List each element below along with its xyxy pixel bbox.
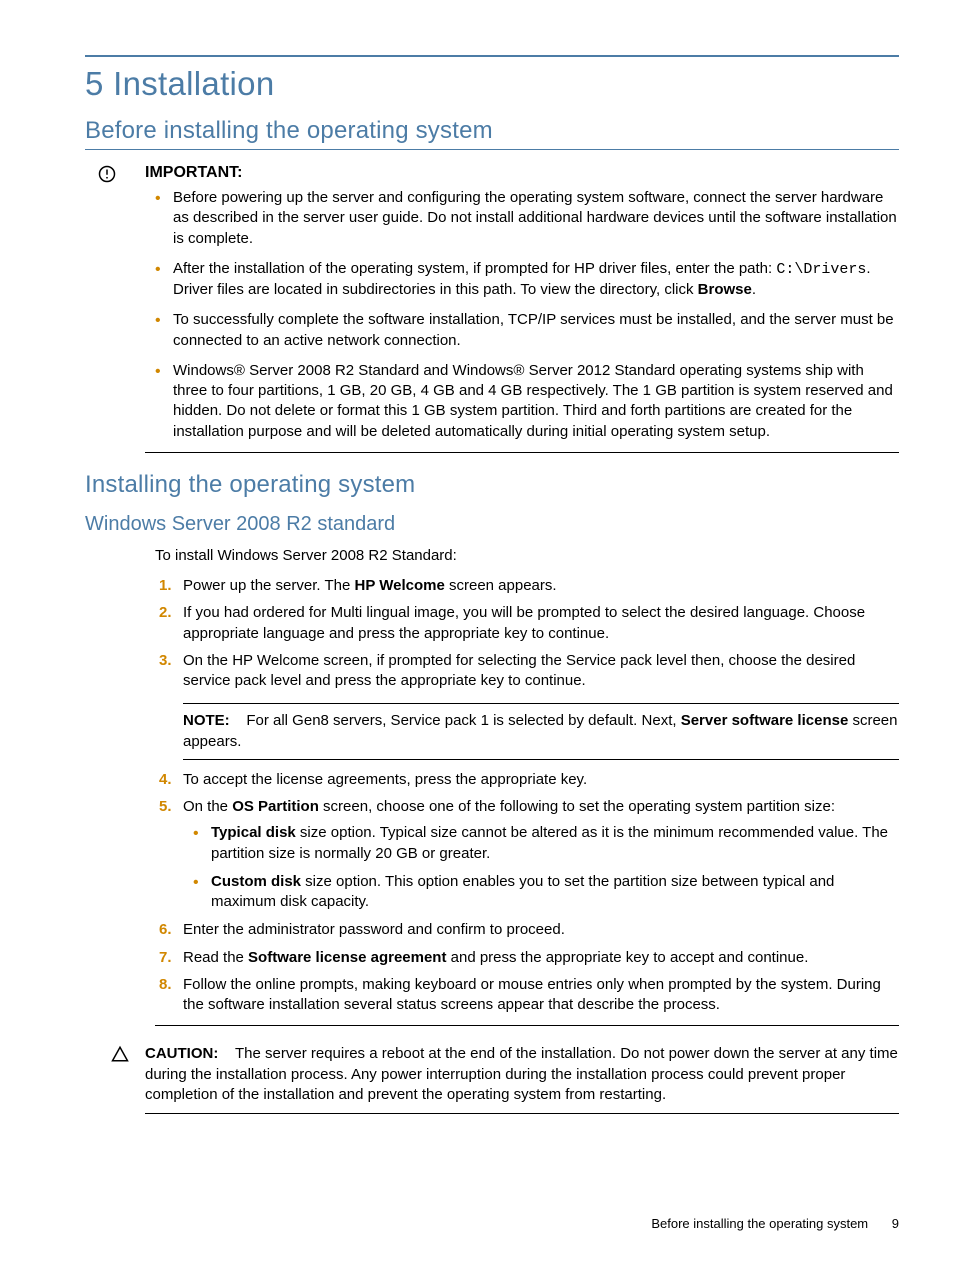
browse-bold: Browse: [698, 281, 752, 298]
subsection-heading-win2008: Windows Server 2008 R2 standard: [85, 513, 899, 536]
steps-end-rule: [155, 1025, 899, 1026]
step-1: Power up the server. The HP Welcome scre…: [183, 576, 899, 596]
important-bullet-2: After the installation of the operating …: [173, 259, 899, 301]
caution-text: The server requires a reboot at the end …: [145, 1045, 898, 1103]
page-number: 9: [892, 1216, 899, 1231]
note-block: NOTE: For all Gen8 servers, Service pack…: [183, 703, 899, 760]
caution-block: CAUTION: The server requires a reboot at…: [85, 1044, 899, 1114]
important-bullet-4: Windows® Server 2008 R2 Standard and Win…: [173, 361, 899, 442]
hp-welcome-bold: HP Welcome: [354, 577, 444, 594]
important-end-rule: [145, 452, 899, 453]
step-6: Enter the administrator password and con…: [183, 920, 899, 940]
step-3: On the HP Welcome screen, if prompted fo…: [183, 651, 899, 760]
top-rule: [85, 55, 899, 57]
important-label: IMPORTANT:: [145, 164, 899, 182]
important-bullet-3: To successfully complete the software in…: [173, 310, 899, 351]
step-8: Follow the online prompts, making keyboa…: [183, 975, 899, 1016]
server-software-license-bold: Server software license: [681, 712, 849, 729]
step-5-option-a: Typical disk size option. Typical size c…: [211, 823, 899, 864]
important-icon: [85, 164, 129, 453]
note-label: NOTE:: [183, 712, 230, 729]
section-heading-installing: Installing the operating system: [85, 471, 899, 499]
important-bullet-1: Before powering up the server and config…: [173, 188, 899, 249]
caution-label: CAUTION:: [145, 1045, 218, 1062]
important-block: IMPORTANT: Before powering up the server…: [85, 164, 899, 453]
os-partition-bold: OS Partition: [232, 798, 319, 815]
driver-path-code: C:\Drivers: [776, 261, 866, 278]
install-body: To install Windows Server 2008 R2 Standa…: [155, 546, 899, 1027]
chapter-title: 5 Installation: [85, 65, 899, 103]
page-footer: Before installing the operating system 9: [651, 1216, 899, 1231]
step-5: On the OS Partition screen, choose one o…: [183, 797, 899, 912]
step-5-option-b: Custom disk size option. This option ena…: [211, 872, 899, 913]
intro-line: To install Windows Server 2008 R2 Standa…: [155, 546, 899, 566]
caution-icon: [85, 1044, 129, 1114]
step-7: Read the Software license agreement and …: [183, 948, 899, 968]
typical-disk-bold: Typical disk: [211, 824, 296, 841]
software-license-agreement-bold: Software license agreement: [248, 949, 446, 966]
step-4: To accept the license agreements, press …: [183, 770, 899, 790]
caution-end-rule: [145, 1113, 899, 1114]
document-page: 5 Installation Before installing the ope…: [0, 0, 954, 1271]
section-heading-before-install: Before installing the operating system: [85, 117, 899, 150]
step-2: If you had ordered for Multi lingual ima…: [183, 603, 899, 644]
footer-section-text: Before installing the operating system: [651, 1216, 868, 1231]
custom-disk-bold: Custom disk: [211, 873, 301, 890]
